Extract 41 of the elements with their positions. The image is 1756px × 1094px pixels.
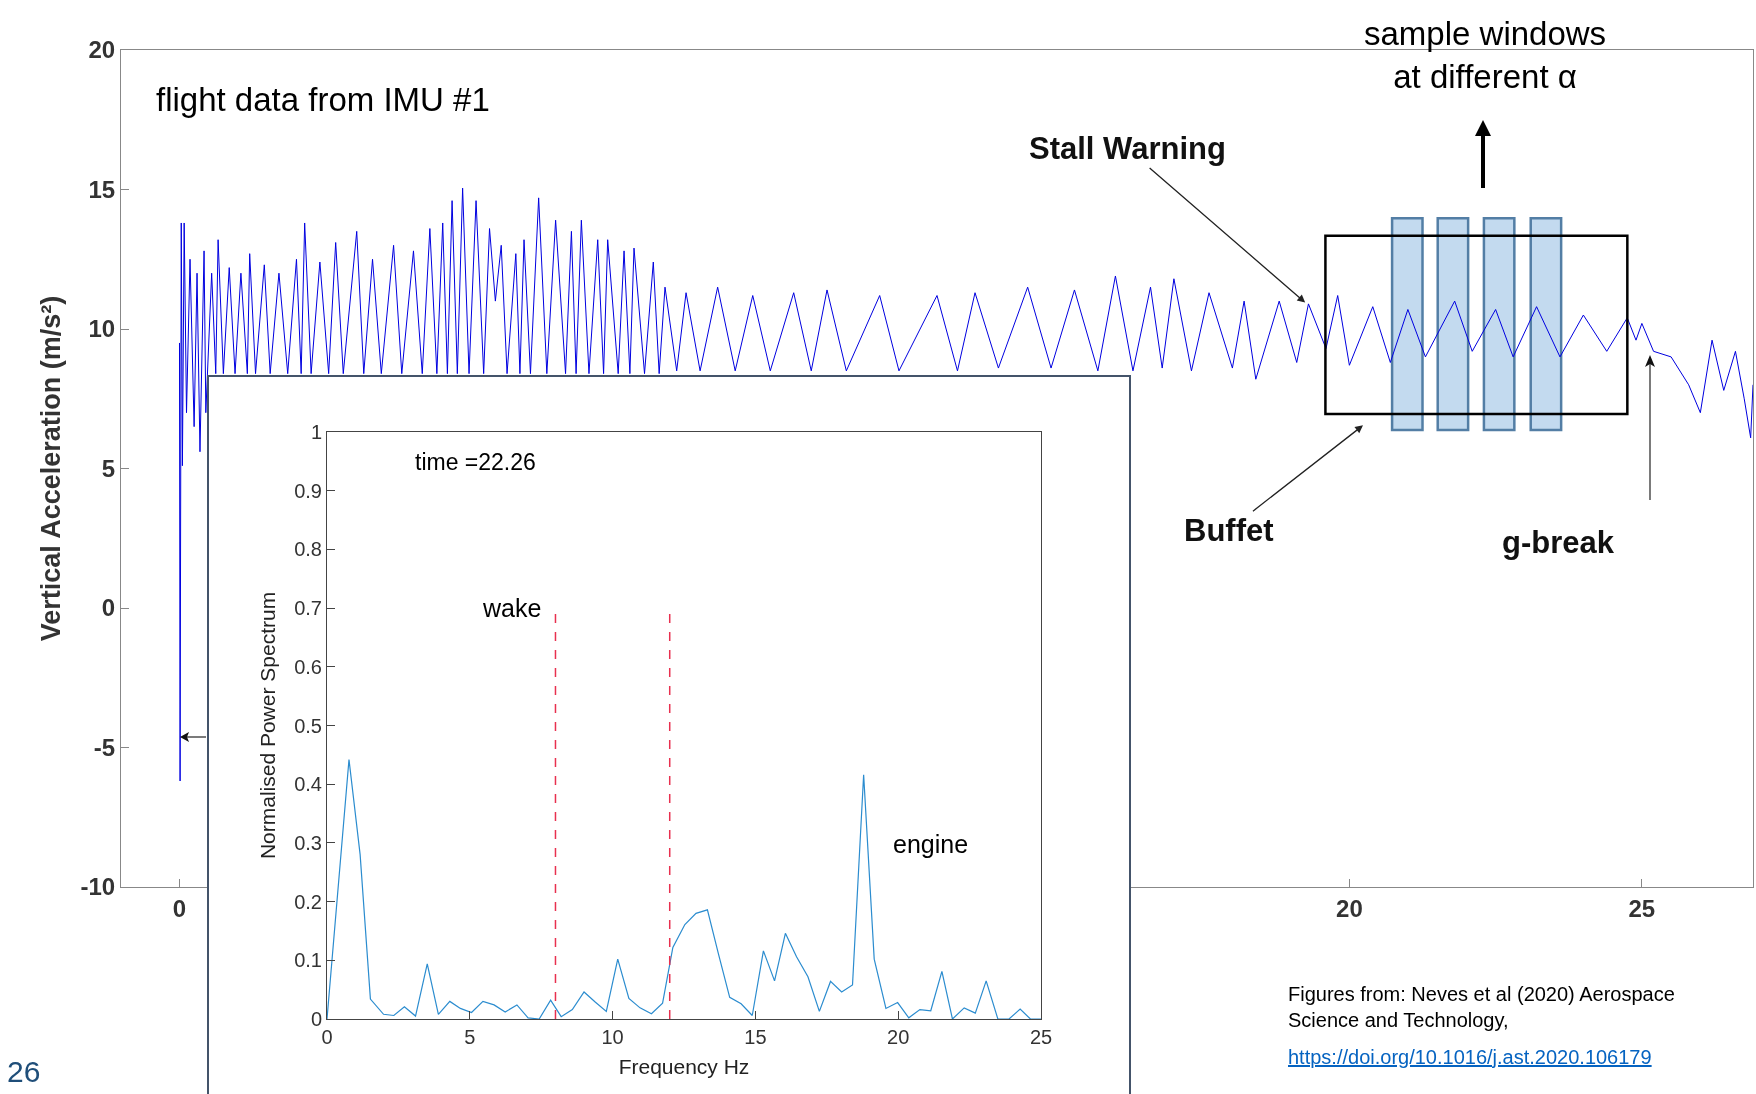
annotation: time =22.26	[415, 449, 536, 475]
x-tick-label: 20	[1336, 894, 1363, 922]
y-tick-label: -5	[93, 733, 116, 761]
y-tick-label: 0	[310, 1008, 322, 1030]
annotation: flight data from IMU #1	[156, 81, 490, 118]
text: Figures from: Neves et al (2020) Aerospace Science and Technology,	[1288, 983, 1675, 1031]
text: 26	[7, 1055, 41, 1088]
y-tick-label: 0.7	[294, 597, 322, 620]
y-tick-label: 15	[88, 175, 116, 203]
y-tick-label: 10	[88, 315, 116, 343]
y-tick-label: 0.6	[294, 655, 322, 678]
y-tick-label: -10	[80, 873, 116, 901]
annotation: Stall Warning	[1029, 131, 1226, 166]
y-tick-label: 5	[101, 454, 116, 482]
x-tick-label: 25	[1029, 1026, 1053, 1048]
annotation: Buffet	[1184, 513, 1274, 548]
x-axis-title: Frequency Hz	[618, 1055, 750, 1079]
y-tick-label: 0.5	[294, 714, 322, 737]
y-axis-title: Vertical Acceleration (m/s²)	[35, 295, 66, 642]
y-axis-title: Normalised Power Spectrum	[256, 591, 280, 860]
y-tick-label: 1	[310, 421, 322, 443]
annotation: g-break	[1502, 525, 1615, 560]
y-tick-label: 0.4	[294, 773, 322, 796]
x-tick-label: 10	[601, 1026, 624, 1048]
annotation: sample windows at different α	[1364, 15, 1607, 95]
text: https://doi.org/10.1016/j.ast.2020.106179	[1288, 1046, 1652, 1068]
annotation: engine	[893, 830, 969, 858]
y-tick-label: 0.3	[294, 831, 322, 854]
x-tick-label: 15	[744, 1026, 767, 1048]
y-tick-label: 0	[101, 594, 116, 622]
y-tick-label: 20	[88, 36, 116, 64]
y-tick-label: 0.2	[294, 890, 322, 913]
line-series	[327, 758, 1041, 1019]
y-tick-label: 0.9	[294, 479, 322, 502]
x-tick-label: 5	[464, 1026, 476, 1048]
ref-line-label: wake	[482, 594, 542, 622]
y-tick-label: 0.8	[294, 538, 322, 561]
x-tick-label: 0	[172, 894, 187, 922]
y-tick-label: 0.1	[294, 949, 322, 972]
x-tick-label: 25	[1628, 894, 1656, 922]
x-tick-label: 20	[887, 1026, 910, 1048]
